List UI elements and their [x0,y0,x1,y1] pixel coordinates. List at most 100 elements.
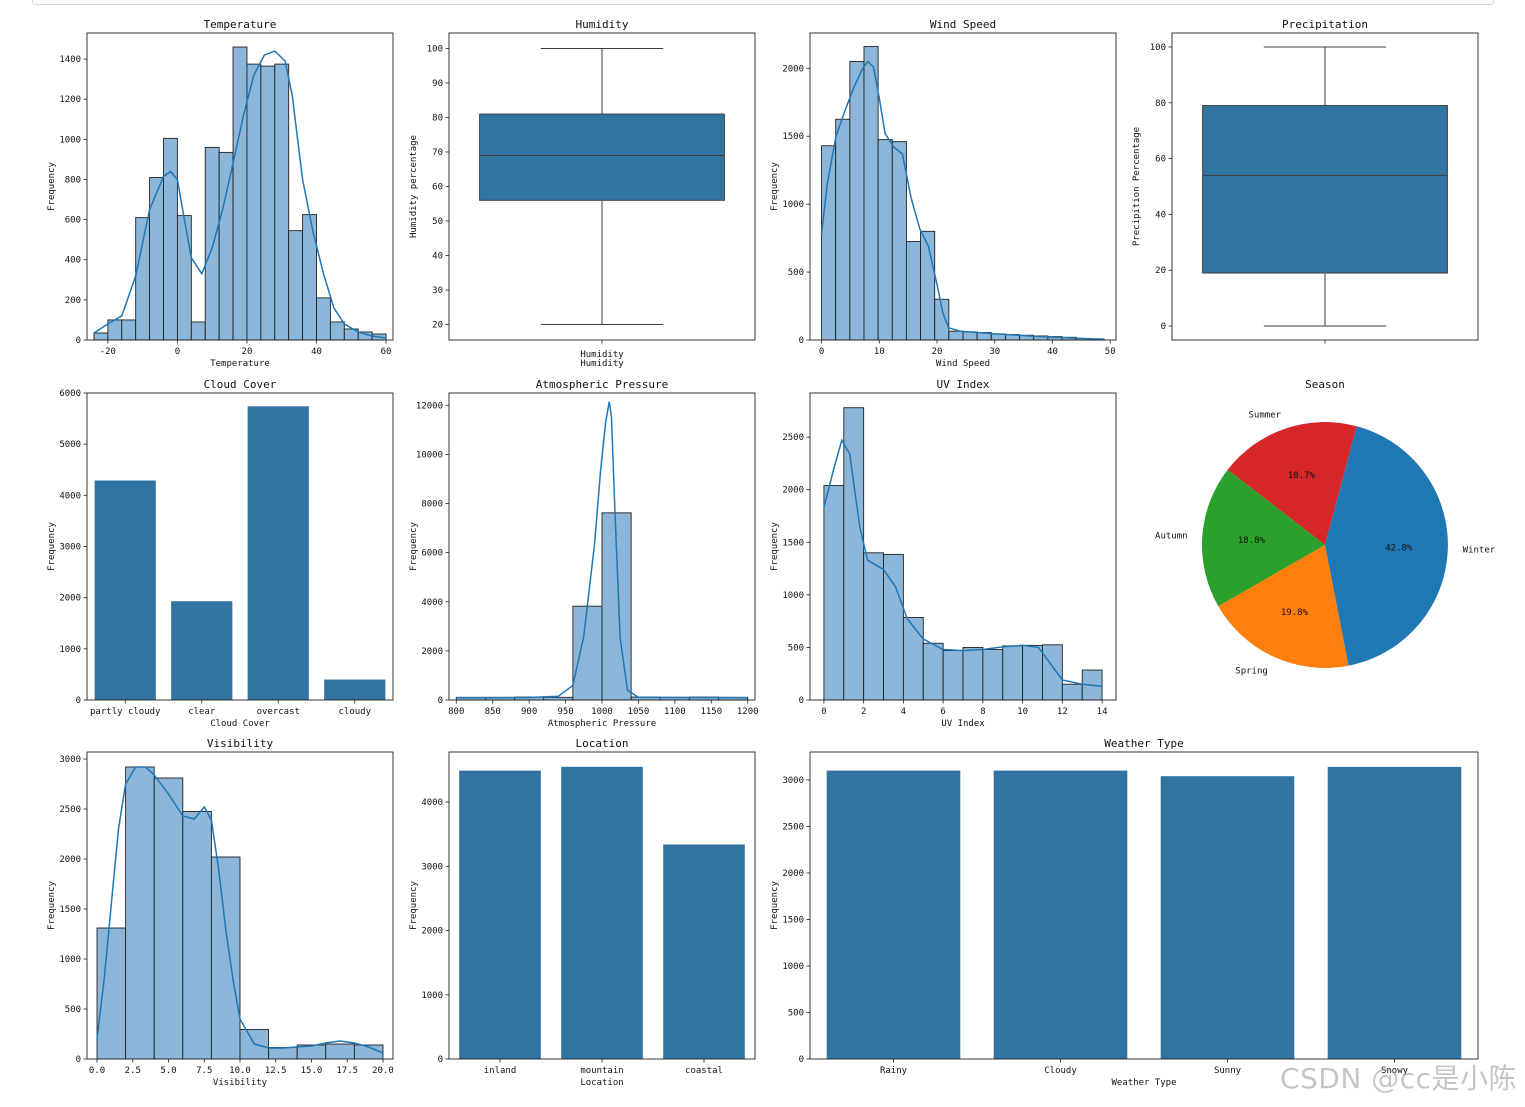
x-tick-label: 4 [901,707,906,717]
x-tick-label: overcast [257,707,300,717]
histogram-bar [1042,644,1063,701]
y-axis-label: Frequency [409,881,419,930]
x-tick-label: cloudy [338,707,371,717]
y-tick-label: 1000 [59,135,81,145]
pie-slice [1325,426,1448,666]
x-tick-label: 2 [861,707,866,717]
histogram-bar [1022,644,1043,701]
y-axis-label: Frequency [770,522,780,571]
y-tick-label: 80 [1155,99,1166,109]
y-tick-label: 1200 [59,95,81,105]
histogram-bar [877,139,893,341]
histogram-bar [329,321,345,341]
location-chart: Location Frequency inland mountain coastal 0 1… [409,737,756,1088]
y-tick-label: 0 [799,336,804,346]
histogram-bar [823,485,845,701]
y-tick-label: 0 [799,696,804,706]
temperature-chart: TemperatureFrequencyTemperature020040060… [47,18,394,369]
y-tick-label: 0 [76,336,81,346]
notebook-cell-border [32,0,1494,5]
histogram-bar [1061,683,1083,701]
y-tick-label: 2000 [59,594,81,604]
y-axis-label: Frequency [409,522,419,571]
bar [324,679,386,700]
y-tick-label: 3000 [782,776,804,786]
x-tick-label: 20 [932,347,943,357]
x-tick-label: 60 [381,347,392,357]
histogram-bar [982,649,1004,701]
pie-category-label: Summer [1248,410,1281,420]
x-tick-label: 10 [1017,707,1028,717]
y-tick-label: 4000 [59,491,81,501]
x-tick-label: 1200 [737,707,759,717]
histogram-bar [274,63,290,341]
x-tick-label: 12 [1057,707,1068,717]
y-tick-label: 70 [432,148,443,158]
precipitation-chart: Precipitation Precipition Percentage 0 20 40… [1132,18,1479,344]
x-tick-label: 8 [980,707,985,717]
histogram-bar [176,215,192,341]
x-tick-label: Cloudy [1044,1066,1077,1076]
y-tick-label: 2000 [782,869,804,879]
x-tick-label: partly cloudy [90,707,161,717]
axes-frame [809,751,1479,1060]
histogram-bar [905,241,922,341]
x-tick-label: 12.5 [265,1066,287,1076]
chart-title: Cloud Cover [204,378,277,391]
histogram-bar [849,61,865,341]
histogram-bar [153,777,184,1060]
pie-slice [1218,545,1349,668]
histogram-bar [1002,645,1024,701]
iqr-box [479,113,725,201]
x-tick-label: Rainy [880,1066,908,1076]
histogram-bar [302,214,317,341]
chart-title: Weather Type [1104,737,1183,750]
x-tick-label: 0 [819,347,824,357]
x-axis-label: Wind Speed [936,359,990,369]
y-tick-label: 500 [788,1008,804,1018]
histogram-bar [835,118,851,341]
x-tick-label: 7.5 [196,1066,212,1076]
bar [247,406,309,700]
y-tick-label: 2500 [782,433,804,443]
y-tick-label: 20 [1155,266,1166,276]
chart-title: Wind Speed [930,18,996,31]
y-tick-label: 3000 [59,755,81,765]
x-tick-label: 40 [1047,347,1058,357]
kde-curve [456,401,748,699]
chart-title: Precipitation [1282,18,1368,31]
y-tick-label: 1000 [59,645,81,655]
x-tick-label: 950 [557,707,573,717]
x-tick-label: 800 [448,707,464,717]
y-tick-label: 2000 [782,64,804,74]
x-tick-label: 14 [1097,707,1108,717]
axes-frame [86,32,394,341]
pie-category-label: Spring [1235,666,1268,676]
y-tick-label: 90 [432,79,443,89]
histogram-bar [96,927,127,1060]
y-tick-label: 1500 [59,905,81,915]
y-tick-label: 6000 [59,389,81,399]
y-tick-label: 2500 [782,822,804,832]
chart-title: Location [576,737,629,750]
y-tick-label: 8000 [421,500,443,510]
histogram-bar [316,297,331,341]
x-tick-label: 0 [175,347,180,357]
y-tick-label: 2000 [782,486,804,496]
y-tick-label: 0 [438,696,443,706]
y-tick-label: 0 [438,1055,443,1065]
x-tick-label: 850 [485,707,501,717]
y-tick-label: 10000 [416,450,443,460]
pie-category-label: Autumn [1155,532,1188,542]
x-tick-label: 0 [821,707,826,717]
histogram-bar [125,766,155,1060]
x-axis-label: Location [580,1078,623,1088]
y-tick-label: 0 [799,1055,804,1065]
y-tick-label: 200 [65,296,81,306]
pie-slice [1227,422,1357,545]
y-tick-label: 2000 [421,927,443,937]
y-tick-label: 2000 [421,647,443,657]
y-axis-label: Frequency [47,881,57,930]
y-tick-label: 40 [432,251,443,261]
